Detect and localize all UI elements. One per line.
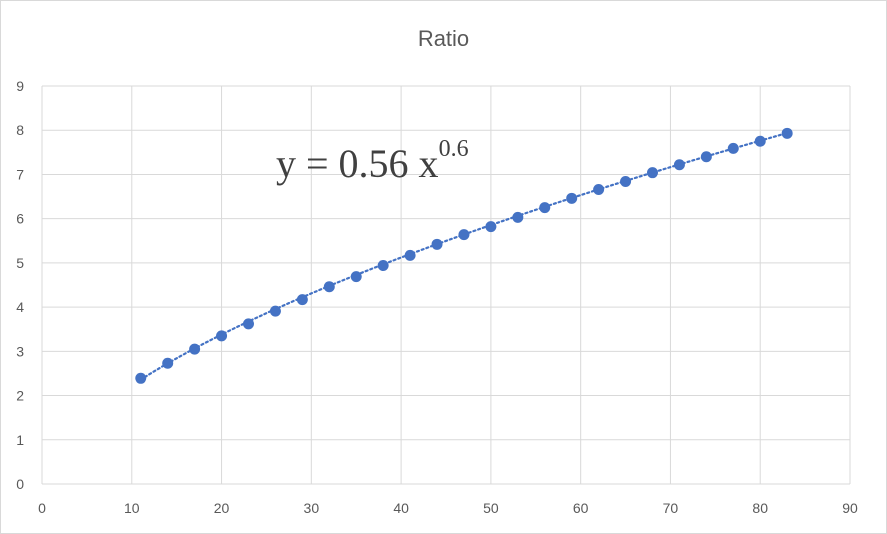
data-point — [269, 305, 281, 317]
y-tick-label: 3 — [16, 343, 24, 359]
data-point — [350, 271, 362, 283]
data-points — [135, 127, 793, 384]
y-tick-label: 4 — [16, 299, 24, 315]
data-point — [296, 294, 308, 306]
data-point — [700, 151, 712, 163]
y-axis-ticks: 0 1 2 3 4 5 6 7 8 9 — [16, 78, 24, 492]
data-point — [242, 318, 254, 330]
x-tick-label: 20 — [214, 500, 230, 516]
data-point — [593, 183, 605, 195]
data-point — [216, 330, 228, 342]
x-tick-label: 40 — [393, 500, 409, 516]
trendline-equation: y = 0.56 x0.6 — [276, 136, 469, 187]
x-tick-label: 10 — [124, 500, 140, 516]
x-tick-label: 0 — [38, 500, 46, 516]
chart-title: Ratio — [417, 26, 470, 51]
x-tick-label: 50 — [483, 500, 499, 516]
y-tick-label: 1 — [16, 432, 24, 448]
equation-exponent: 0.6 — [438, 136, 469, 162]
data-point — [135, 372, 147, 384]
y-tick-label: 9 — [16, 78, 24, 94]
data-point — [781, 127, 793, 139]
data-point — [323, 281, 335, 293]
y-tick-label: 7 — [16, 166, 24, 182]
data-point — [377, 260, 389, 272]
data-point — [485, 221, 497, 233]
x-tick-label: 30 — [304, 500, 320, 516]
data-point — [189, 343, 201, 355]
data-point — [404, 249, 416, 261]
x-axis-ticks: 0 10 20 30 40 50 60 70 80 90 — [38, 500, 858, 516]
equation-text: y = 0.56 x — [276, 141, 439, 186]
y-tick-label: 6 — [16, 211, 24, 227]
data-point — [431, 238, 443, 250]
data-point — [458, 229, 470, 241]
x-tick-label: 90 — [842, 500, 858, 516]
x-tick-label: 80 — [752, 500, 768, 516]
gridlines — [41, 85, 851, 485]
x-tick-label: 70 — [663, 500, 679, 516]
data-point — [162, 357, 174, 369]
data-point — [566, 192, 578, 204]
data-point — [727, 142, 739, 154]
y-tick-label: 0 — [16, 476, 24, 492]
data-point — [673, 159, 685, 171]
y-tick-label: 8 — [16, 122, 24, 138]
data-point — [620, 176, 632, 188]
data-point — [512, 211, 524, 223]
data-point — [539, 202, 551, 214]
data-point — [754, 135, 766, 147]
x-tick-label: 60 — [573, 500, 589, 516]
y-tick-label: 2 — [16, 388, 24, 404]
y-tick-label: 5 — [16, 255, 24, 271]
data-point — [646, 167, 658, 179]
